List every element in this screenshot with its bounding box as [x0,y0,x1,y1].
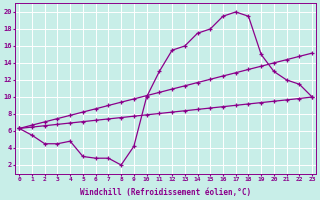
X-axis label: Windchill (Refroidissement éolien,°C): Windchill (Refroidissement éolien,°C) [80,188,251,197]
